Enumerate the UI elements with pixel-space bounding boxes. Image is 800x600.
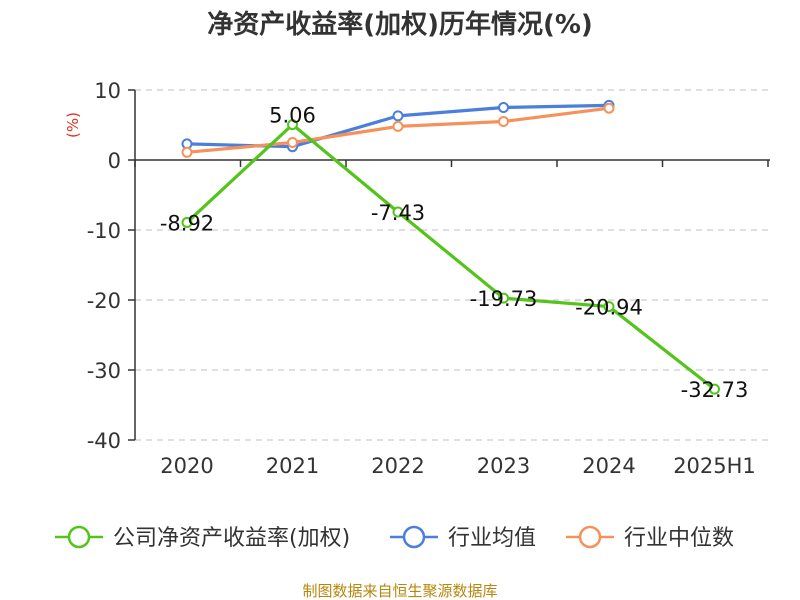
x-tick-label: 2020 bbox=[160, 454, 213, 478]
data-label: -32.73 bbox=[681, 378, 749, 402]
data-labels: -8.92 5.06 -7.43 -19.73 -20.94 -32.73 bbox=[160, 104, 749, 403]
chart-title: 净资产收益率(加权)历年情况(%) bbox=[207, 9, 593, 40]
y-tick-label: -20 bbox=[87, 289, 121, 313]
y-tick-label: -30 bbox=[87, 359, 121, 383]
legend-label: 公司净资产收益率(加权) bbox=[113, 526, 350, 551]
x-tick-label: 2025H1 bbox=[673, 454, 756, 478]
x-tick-label: 2024 bbox=[582, 454, 635, 478]
axes: 10 0 -10 -20 -30 -40 2020 2021 2022 2023 2024 2025H… bbox=[87, 79, 770, 478]
legend: 公司净资产收益率(加权) 行业均值 行业中位数 bbox=[55, 525, 734, 551]
legend-label: 行业中位数 bbox=[624, 526, 734, 551]
y-tick-label: 10 bbox=[94, 79, 121, 103]
data-label: -8.92 bbox=[160, 211, 214, 235]
data-point bbox=[392, 206, 404, 218]
data-point bbox=[603, 301, 615, 313]
data-point bbox=[392, 110, 404, 122]
legend-swatch-marker bbox=[402, 525, 426, 549]
x-tick-label: 2022 bbox=[371, 454, 424, 478]
y-tick-label: -40 bbox=[87, 429, 121, 453]
legend-item: 公司净资产收益率(加权) bbox=[55, 525, 350, 551]
data-label: 5.06 bbox=[269, 104, 316, 128]
data-point bbox=[287, 119, 298, 131]
data-point bbox=[498, 292, 509, 304]
data-point bbox=[498, 116, 509, 127]
legend-item: 行业中位数 bbox=[566, 525, 734, 551]
data-point bbox=[392, 120, 404, 132]
x-tick-label: 2023 bbox=[477, 454, 530, 478]
data-point bbox=[181, 216, 193, 228]
data-point bbox=[709, 383, 720, 395]
legend-label: 行业均值 bbox=[448, 526, 536, 551]
legend-swatch-marker bbox=[67, 525, 91, 549]
grid-lines bbox=[135, 89, 770, 441]
y-axis-unit: (%) bbox=[64, 112, 82, 138]
data-point bbox=[287, 137, 298, 148]
x-tick-label: 2021 bbox=[266, 454, 319, 478]
data-label: -19.73 bbox=[470, 287, 538, 311]
y-tick-label: 0 bbox=[108, 149, 121, 173]
source-caption: 制图数据来自恒生聚源数据库 bbox=[302, 582, 497, 600]
legend-item: 行业均值 bbox=[390, 525, 536, 551]
series-line bbox=[185, 122, 717, 391]
series-lines bbox=[181, 99, 720, 395]
data-label: -7.43 bbox=[371, 201, 425, 225]
data-point bbox=[498, 102, 509, 113]
legend-swatch-marker bbox=[578, 525, 602, 549]
data-point bbox=[181, 146, 193, 158]
data-label: -20.94 bbox=[575, 296, 643, 320]
data-point bbox=[603, 102, 615, 114]
y-tick-label: -10 bbox=[87, 219, 121, 243]
